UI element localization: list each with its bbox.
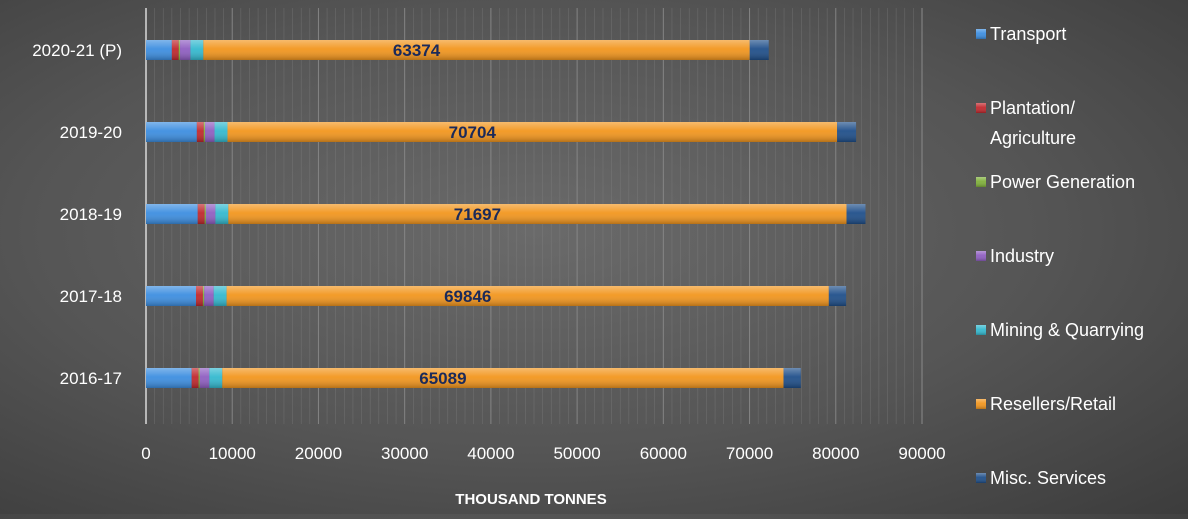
x-tick-label: 40000	[467, 444, 514, 463]
bar-shading	[198, 368, 200, 388]
bar-shading	[146, 368, 192, 388]
legend-swatch-shading	[976, 251, 986, 261]
bar-shading	[214, 122, 228, 142]
legend: Transport Plantation/Agriculture Power Gen…	[976, 24, 1144, 488]
bar-shading	[837, 122, 857, 142]
legend-swatch-shading	[976, 399, 986, 409]
bar-shading	[205, 204, 216, 224]
legend-label: Transport	[990, 24, 1066, 44]
bar-data-label: 65089	[419, 369, 466, 388]
bar-data-label: 70704	[449, 123, 497, 142]
legend-swatch-shading	[976, 29, 986, 39]
y-tick-label: 2018-19	[60, 205, 122, 224]
bar-shading	[196, 286, 203, 306]
x-tick-label: 50000	[553, 444, 600, 463]
legend-swatch-shading	[976, 325, 986, 335]
bar-shading	[180, 40, 191, 60]
legend-item: Resellers/Retail	[976, 394, 1116, 414]
x-tick-label: 60000	[640, 444, 687, 463]
data-label-group: 63374 70704 71697 69846 65089	[393, 41, 501, 388]
bar-shading	[171, 40, 179, 60]
legend-label: Misc. Services	[990, 468, 1106, 488]
bar-shading	[227, 122, 838, 142]
bar-shading	[226, 286, 829, 306]
legend-item: Power Generation	[976, 172, 1135, 192]
bar-shading	[204, 286, 214, 306]
legend-label: Mining & Quarrying	[990, 320, 1144, 340]
bar-shading	[178, 40, 181, 60]
legend-label: Resellers/Retail	[990, 394, 1116, 414]
bar-data-label: 71697	[454, 205, 501, 224]
x-axis-tick-labels: 0 10000 20000 30000 40000 50000 60000 70000 8000…	[141, 444, 945, 463]
bar-shading	[203, 40, 750, 60]
bar-shading	[209, 368, 223, 388]
legend-swatch-shading	[976, 473, 986, 483]
y-tick-label: 2019-20	[60, 123, 122, 142]
bar-data-label: 69846	[444, 287, 491, 306]
legend-swatch-shading	[976, 103, 986, 113]
bar-shading	[146, 40, 172, 60]
bar-shading	[146, 204, 198, 224]
x-tick-label: 80000	[812, 444, 859, 463]
legend-item: Transport	[976, 24, 1066, 44]
bar-shading	[213, 286, 227, 306]
bar-shading	[222, 368, 784, 388]
y-tick-label: 2016-17	[60, 369, 122, 388]
bar-shading	[190, 40, 204, 60]
x-tick-label: 0	[141, 444, 150, 463]
legend-label: Agriculture	[990, 128, 1076, 148]
bar-shading	[749, 40, 769, 60]
legend-label: Power Generation	[990, 172, 1135, 192]
bar-shading	[146, 286, 197, 306]
legend-label: Plantation/	[990, 98, 1075, 118]
bar-shading	[783, 368, 801, 388]
legend-item: Industry	[976, 246, 1054, 266]
bar-shading	[203, 122, 206, 142]
bar-shading	[146, 122, 197, 142]
bar-shading	[196, 122, 204, 142]
y-tick-label: 2020-21 (P)	[32, 41, 122, 60]
y-tick-label: 2017-18	[60, 287, 122, 306]
bar-shading	[228, 204, 847, 224]
x-tick-label: 90000	[898, 444, 945, 463]
x-tick-label: 70000	[726, 444, 773, 463]
legend-swatch-shading	[976, 177, 986, 187]
bar-shading	[846, 204, 866, 224]
bar-shading	[215, 204, 229, 224]
bar-shading	[197, 204, 205, 224]
bar-shading	[204, 204, 206, 224]
bar-data-label: 63374	[393, 41, 441, 60]
legend-item: Mining & Quarrying	[976, 320, 1144, 340]
legend-label: Industry	[990, 246, 1054, 266]
bar-shading	[202, 286, 205, 306]
x-tick-label: 20000	[295, 444, 342, 463]
x-axis-title: THOUSAND TONNES	[455, 491, 606, 508]
bar-series-group	[146, 40, 866, 388]
bar-shading	[828, 286, 847, 306]
x-tick-label: 10000	[209, 444, 256, 463]
bar-shading	[199, 368, 210, 388]
legend-item: Plantation/Agriculture	[976, 98, 1076, 148]
x-tick-label: 30000	[381, 444, 428, 463]
y-axis-tick-labels: 2020-21 (P) 2019-20 2018-19 2017-18 2016-17	[32, 41, 122, 388]
bar-shading	[205, 122, 215, 142]
bar-shading	[191, 368, 199, 388]
legend-item: Misc. Services	[976, 468, 1106, 488]
